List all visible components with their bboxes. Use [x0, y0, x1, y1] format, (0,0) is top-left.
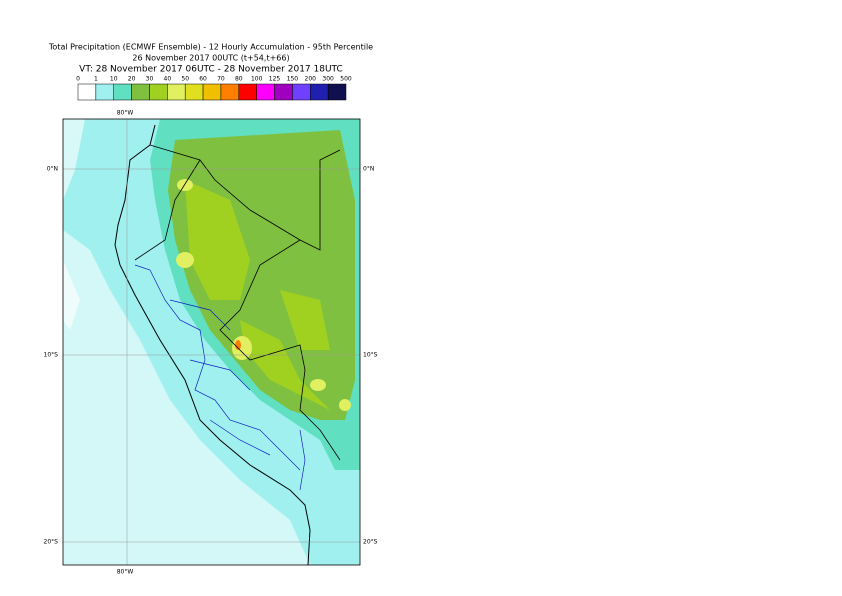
title-line: 26 November 2017 00UTC (t+54,t+66): [132, 54, 289, 63]
legend-swatch: [131, 83, 150, 101]
legend-swatch: [202, 83, 222, 101]
legend-label: 40: [164, 76, 172, 83]
lon-label: 80°W: [117, 110, 134, 117]
map-frame: [62, 118, 361, 566]
legend-swatch: [77, 83, 97, 101]
legend-swatch: [292, 83, 311, 101]
legend-label: 30: [146, 76, 154, 83]
title-line: VT: 28 November 2017 06UTC - 28 November…: [79, 65, 343, 75]
legend-label: 80: [235, 76, 243, 83]
legend-swatch: [220, 83, 240, 101]
legend: 0 1 10 20 30 40 50 60 70 80 100 125 150 200 300 500: [76, 76, 352, 101]
legend-label: 150: [287, 76, 299, 83]
legend-label: 20: [128, 76, 136, 83]
lat-label: 0°N: [363, 166, 374, 173]
legend-label: 300: [322, 76, 334, 83]
lat-label: 10°S: [363, 352, 378, 359]
legend-swatch: [310, 83, 329, 101]
lon-label: 80°W: [117, 569, 134, 576]
lat-label: 20°S: [44, 539, 59, 546]
legend-swatch: [184, 83, 204, 101]
legend-label: 125: [269, 76, 281, 83]
legend-swatch: [327, 83, 347, 101]
map: [63, 119, 360, 565]
legend-label: 10: [110, 76, 118, 83]
legend-swatch: [167, 83, 186, 101]
legend-label: 70: [217, 76, 225, 83]
lat-label: 10°S: [44, 352, 59, 359]
legend-label: 50: [181, 76, 189, 83]
legend-label: 100: [251, 76, 263, 83]
legend-label: 500: [340, 76, 352, 83]
legend-label: 1: [94, 76, 98, 83]
legend-swatch: [238, 83, 257, 101]
lat-label: 20°S: [363, 539, 378, 546]
lat-label: 0°N: [47, 166, 58, 173]
lat-labels: 0°N 0°N 10°S 10°S 20°S 20°S: [44, 166, 378, 546]
legend-label: 200: [305, 76, 317, 83]
title-line: Total Precipitation (ECMWF Ensemble) - 1…: [48, 43, 373, 52]
legend-swatch: [95, 83, 114, 101]
legend-swatch: [274, 83, 293, 101]
legend-swatch: [149, 83, 168, 101]
legend-swatch: [256, 83, 275, 101]
legend-label: 60: [199, 76, 207, 83]
legend-label: 0: [76, 76, 80, 83]
legend-swatch: [113, 83, 132, 101]
